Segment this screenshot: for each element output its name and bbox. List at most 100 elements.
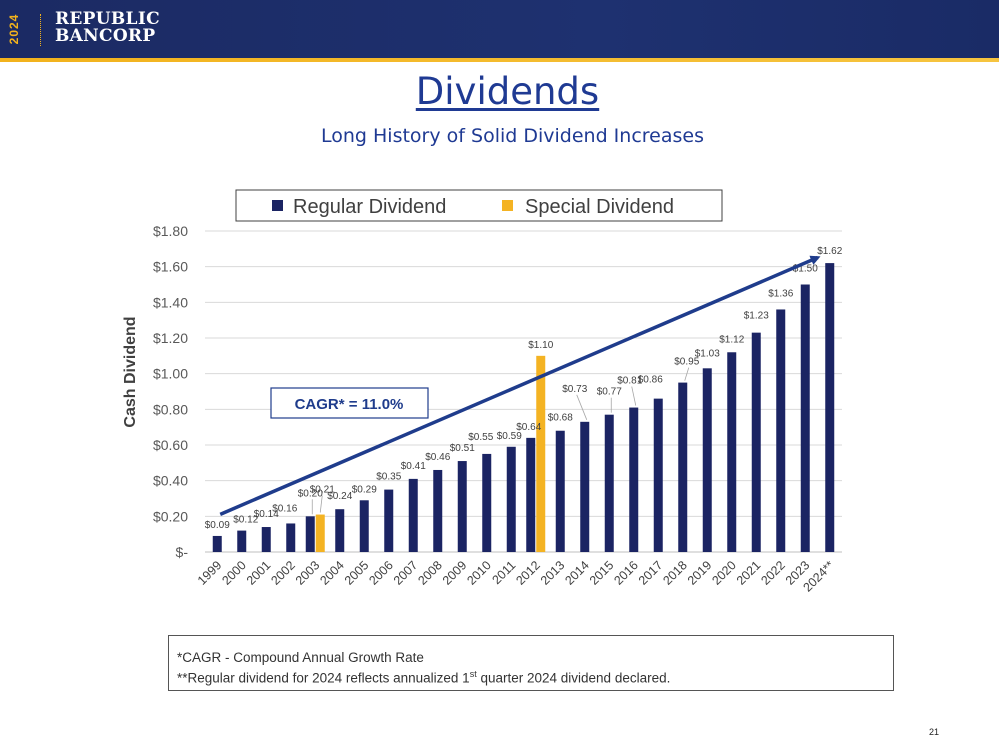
brand-logo: REPUBLIC BANCORP	[55, 11, 160, 45]
x-tick-label: 2009	[440, 558, 470, 588]
legend-label-special: Special Dividend	[525, 196, 674, 218]
x-tick-label: 2019	[685, 558, 715, 588]
bar-regular-2001	[261, 527, 271, 552]
bar-regular-2009	[457, 461, 467, 552]
label-leaders	[311, 367, 690, 515]
bar-regular-2012	[526, 437, 536, 552]
brand-line1: REPUBLIC	[55, 9, 160, 29]
y-tick-label: $0.20	[153, 508, 188, 524]
trend-arrow	[219, 255, 821, 516]
legend: Regular Dividend Special Dividend	[235, 189, 723, 222]
bar-regular-2015	[604, 414, 614, 552]
cagr-label: CAGR* = 11.0%	[295, 396, 404, 413]
x-tick-label: 1999	[195, 558, 225, 588]
y-tick-label: $1.80	[153, 223, 188, 239]
data-label-regular-2016: $0.81	[617, 376, 642, 387]
x-tick-label: 2011	[489, 558, 518, 587]
bar-regular-2002	[286, 523, 296, 552]
data-label-regular-2008: $0.46	[425, 452, 450, 463]
data-label-regular-2019: $1.03	[695, 348, 720, 359]
data-label-special-2012: $1.10	[528, 340, 553, 351]
label-leader	[576, 394, 588, 420]
x-tick-label: 2014	[562, 558, 592, 588]
footnote-cagr: *CAGR - Compound Annual Growth Rate	[177, 650, 424, 665]
data-label-regular-2018: $0.95	[674, 357, 699, 368]
page-subtitle: Long History of Solid Dividend Increases	[321, 125, 704, 147]
label-leader	[319, 495, 323, 513]
y-tick-label: $0.40	[153, 473, 188, 489]
data-label-regular-2000: $0.12	[233, 515, 258, 526]
data-label-regular-2021: $1.23	[744, 311, 769, 322]
y-tick-label: $1.60	[153, 259, 188, 275]
brand-line2: BANCORP	[55, 26, 156, 46]
legend-swatch-special	[502, 200, 513, 211]
y-tick-label: $1.00	[153, 366, 188, 382]
x-tick-label: 2010	[464, 558, 494, 588]
bar-regular-2018	[678, 382, 688, 552]
x-axis: 1999200020012002200320042005200620072008…	[195, 558, 837, 595]
y-axis-label: Cash Dividend	[122, 316, 139, 427]
data-label-regular-2015: $0.77	[597, 387, 622, 398]
bar-regular-2019	[702, 368, 712, 552]
legend-box	[235, 189, 723, 222]
x-tick-label: 2006	[366, 558, 396, 588]
data-label-regular-2013: $0.68	[548, 413, 573, 424]
x-tick-label: 2020	[709, 558, 739, 588]
x-tick-label: 2021	[734, 558, 764, 588]
legend-swatch-regular	[272, 200, 283, 211]
data-label-regular-2010: $0.55	[468, 432, 493, 443]
data-label-regular-2020: $1.12	[719, 334, 744, 345]
label-leader	[684, 367, 690, 381]
header-bar: 2024 REPUBLIC BANCORP	[0, 0, 999, 58]
y-tick-label: $0.80	[153, 401, 188, 417]
data-labels: $0.09 $0.12$0.14$0.16$0.20$0.21$0.24$0.29…	[205, 246, 843, 531]
bar-regular-2016	[629, 407, 639, 552]
data-label-regular-2001: $0.14	[254, 509, 279, 520]
page-title: Dividends	[415, 70, 600, 113]
bar-regular-2005	[359, 500, 369, 552]
bars	[212, 263, 835, 552]
data-label-special-2003: $0.21	[310, 485, 335, 496]
bar-regular-2004	[335, 509, 345, 552]
bar-regular-2003	[305, 516, 315, 552]
x-tick-label: 2007	[391, 558, 421, 588]
header-stripe	[0, 58, 999, 62]
bar-regular-2000	[237, 530, 247, 552]
x-tick-label: 2003	[293, 558, 323, 588]
x-tick-label: 2004	[317, 558, 347, 588]
x-tick-label: 2022	[758, 558, 788, 588]
x-tick-label: 2002	[268, 558, 298, 588]
x-tick-label: 2005	[342, 558, 372, 588]
x-tick-label: 2017	[636, 558, 666, 588]
footnote-2024: **Regular dividend for 2024 reflects ann…	[177, 669, 671, 686]
data-label-regular-2017: $0.86	[638, 375, 663, 386]
x-tick-label: 2012	[513, 558, 543, 588]
brand-separator	[40, 14, 41, 46]
data-label-regular-2003: $0.20	[298, 488, 323, 499]
y-axis: $- $0.20 $0.40 $0.60 $0.80 $1.00 $1.20 $1.40 $1.…	[153, 223, 188, 560]
bar-regular-2023	[800, 284, 810, 552]
x-tick-label: 2013	[538, 558, 568, 588]
data-label-regular-2002: $0.16	[272, 503, 297, 514]
page-number: 21	[929, 727, 940, 737]
footnote-box: *CAGR - Compound Annual Growth Rate **Re…	[168, 635, 894, 691]
data-label-regular-2014: $0.73	[562, 384, 587, 395]
data-label-regular-2007: $0.41	[401, 461, 426, 472]
data-label-regular-2006: $0.35	[376, 472, 401, 483]
bar-regular-2008	[433, 469, 443, 552]
data-label-regular-2009: $0.51	[450, 443, 475, 454]
bar-special-2003	[315, 514, 325, 552]
x-tick-label: 2018	[660, 558, 690, 588]
bar-regular-2010	[482, 453, 492, 552]
data-label-regular-2012: $0.64	[516, 422, 541, 433]
data-label-regular-2023: $1.50	[793, 264, 818, 275]
bar-regular-2006	[384, 489, 394, 552]
bar-regular-2022	[776, 309, 786, 552]
x-tick-label: 2008	[415, 558, 445, 588]
data-label-regular-2022: $1.36	[768, 288, 793, 299]
cagr-box	[270, 387, 429, 419]
label-leader	[631, 386, 637, 406]
dividend-chart: $- $0.20 $0.40 $0.60 $0.80 $1.00 $1.20 $1.40 $1.…	[122, 189, 843, 595]
bar-special-2012	[536, 355, 546, 552]
bar-regular-2014	[580, 421, 590, 552]
